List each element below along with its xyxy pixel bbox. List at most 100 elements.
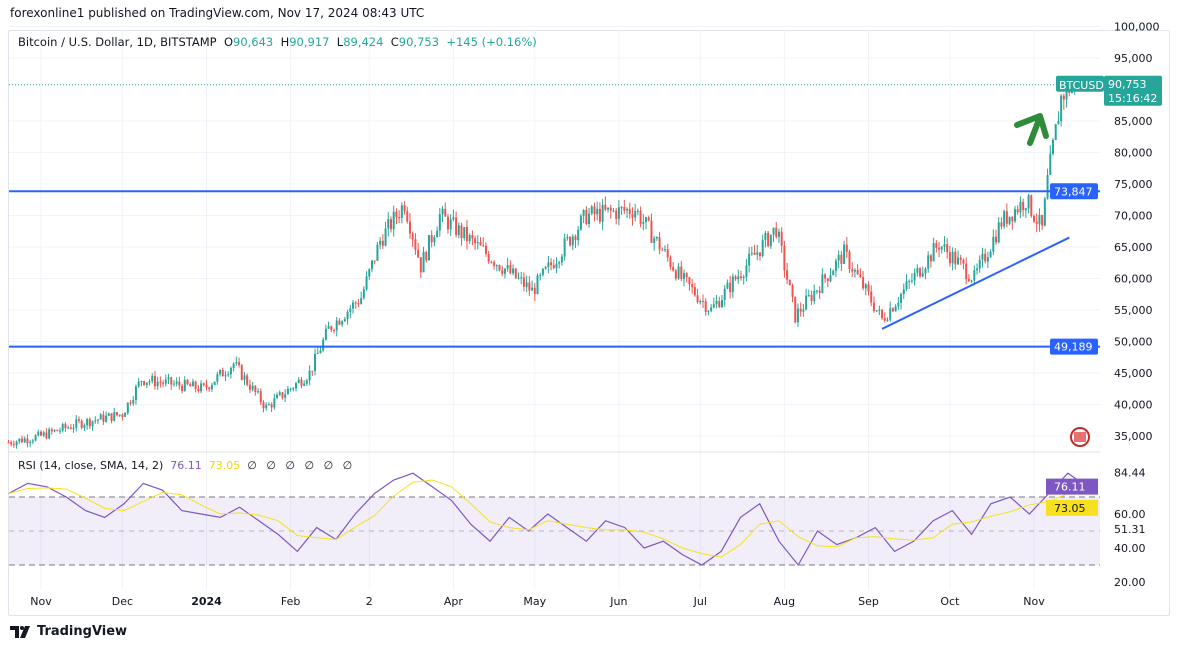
candle-body	[292, 388, 295, 390]
price-axis-label: 100,000	[1114, 21, 1160, 34]
candle-body	[566, 237, 569, 239]
candle-body	[197, 388, 200, 392]
candle-body	[726, 282, 729, 289]
candle-body	[745, 265, 748, 277]
candle-body	[56, 429, 59, 432]
candle-body	[425, 252, 428, 261]
candle-body	[273, 398, 276, 408]
candle-body	[460, 225, 463, 239]
candle-body	[976, 268, 979, 271]
candle-body	[289, 388, 292, 390]
candle-body	[1014, 209, 1017, 222]
candle-body	[31, 440, 34, 442]
candle-body	[851, 269, 854, 272]
candle-body	[140, 381, 143, 383]
time-axis-label: Apr	[444, 595, 464, 608]
candle-body	[577, 229, 580, 241]
brand-name: TradingView	[37, 624, 128, 639]
candle-body	[1008, 216, 1011, 224]
candle-body	[739, 276, 742, 279]
candle-body	[970, 280, 973, 282]
candle-body	[805, 295, 808, 310]
candle-body	[251, 385, 254, 390]
candle-body	[501, 270, 504, 274]
candle-body	[867, 284, 870, 292]
time-axis-label: 2024	[191, 595, 222, 608]
rsi-value-tag	[1046, 478, 1098, 495]
candle-body	[343, 319, 346, 322]
candle-body	[612, 210, 615, 212]
candle-body	[229, 367, 232, 375]
candle-body	[493, 262, 496, 266]
candle-body	[419, 257, 422, 273]
candle-body	[45, 432, 48, 439]
candle-body	[924, 268, 927, 274]
candle-body	[444, 208, 447, 217]
candle-body	[655, 237, 658, 239]
candle-body	[607, 207, 610, 210]
tradingview-logo[interactable]: TradingView	[10, 624, 127, 639]
level-price-tag	[1050, 338, 1098, 355]
candle-body	[957, 257, 960, 265]
candle-body	[596, 208, 599, 215]
candle-body	[69, 427, 72, 429]
candle-body	[335, 320, 338, 331]
candle-body	[623, 207, 626, 211]
candle-body	[799, 308, 802, 312]
price-axis-label: 40,000	[1114, 399, 1153, 412]
candle-body	[406, 211, 409, 222]
candle-body	[935, 243, 938, 248]
candle-body	[601, 204, 604, 222]
rsi-axis-label: 40.00	[1114, 542, 1146, 555]
symbol-legend: Bitcoin / U.S. Dollar, 1D, BITSTAMP O90,…	[18, 35, 537, 49]
candle-body	[826, 278, 829, 282]
candle-body	[571, 236, 574, 246]
price-axis-label: 65,000	[1114, 241, 1153, 254]
candle-body	[1057, 121, 1060, 125]
candle-body	[208, 387, 211, 390]
candle-body	[373, 260, 376, 262]
rsi-line	[8, 472, 1088, 567]
close-label: C	[390, 35, 399, 49]
candle-body	[490, 261, 493, 263]
candle-body	[729, 282, 732, 293]
candle-body	[48, 429, 51, 439]
candle-body	[164, 379, 167, 384]
candle-body	[21, 438, 24, 443]
candle-body	[832, 270, 835, 276]
candle-body	[189, 384, 192, 387]
time-axis-label: Dec	[112, 595, 133, 608]
candle-body	[110, 413, 113, 421]
candle-body	[498, 265, 501, 271]
candle-body	[232, 363, 235, 368]
candle-body	[311, 370, 314, 372]
candle-body	[870, 291, 873, 303]
candle-body	[10, 442, 13, 445]
candle-body	[710, 307, 713, 312]
candle-body	[257, 391, 260, 393]
candle-body	[720, 299, 723, 308]
candle-body	[840, 254, 843, 264]
candle-body	[946, 244, 949, 253]
candle-body	[862, 277, 865, 289]
candle-body	[1033, 215, 1035, 222]
high-label: H	[280, 35, 290, 49]
candle-body	[371, 260, 373, 270]
candle-body	[376, 244, 379, 261]
candle-body	[1016, 209, 1019, 213]
us-flag-stripes	[1074, 432, 1086, 442]
candle-body	[818, 290, 821, 293]
candle-body	[531, 287, 534, 291]
candle-body	[677, 266, 680, 279]
candle-body	[254, 385, 257, 392]
rsi-axis-label: 84.44	[1114, 466, 1146, 479]
candle-body	[989, 251, 992, 258]
candle-body	[446, 216, 449, 230]
candle-body	[872, 302, 875, 312]
candle-body	[118, 414, 121, 416]
candle-body	[167, 377, 170, 380]
close-value: 90,753	[398, 35, 440, 49]
open-label: O	[223, 35, 233, 49]
candle-body	[1043, 198, 1046, 226]
